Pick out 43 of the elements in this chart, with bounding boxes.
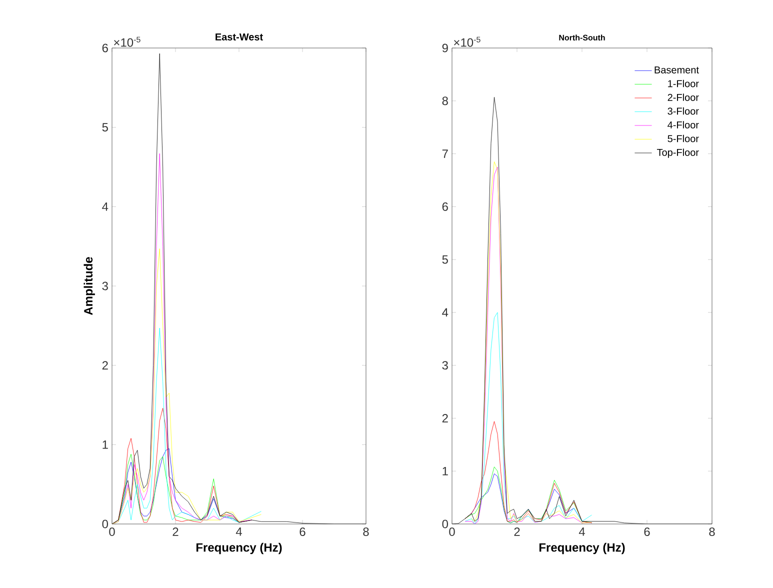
- y-tick-label: 9: [442, 44, 448, 52]
- x-axis-title: Frequency (Hz): [196, 542, 282, 554]
- text: ×10$^{-5}$: [454, 36, 480, 47]
- legend-label: 1-Floor: [668, 80, 699, 88]
- y-tick-label: 4: [442, 308, 448, 317]
- y-tick-label: 7: [442, 150, 448, 158]
- y-tick-label: 3: [442, 361, 448, 370]
- x-tick-label: 6: [300, 528, 306, 536]
- y-tick-label: 4: [102, 202, 108, 211]
- x-tick-label: 6: [644, 528, 650, 536]
- y-axis-title: Amplitude: [84, 257, 95, 316]
- x-tick-label: 8: [363, 528, 369, 536]
- chart-title: East-West: [216, 33, 263, 40]
- x-tick-label: 0: [449, 528, 455, 536]
- y-tick-label: 6: [102, 44, 108, 52]
- y-tick-label: 2: [442, 414, 448, 422]
- text: ×10$^{-5}$: [114, 36, 140, 47]
- legend-label: 3-Floor: [668, 107, 699, 115]
- x-tick-label: 8: [709, 528, 715, 536]
- line-series: [112, 248, 262, 524]
- y-tick-label: 6: [442, 202, 448, 211]
- x-tick-label: 4: [236, 528, 242, 536]
- legend-label: Top-Floor: [656, 148, 699, 158]
- y-tick-label: 1: [102, 440, 108, 449]
- x-tick-label: 2: [172, 528, 178, 536]
- y-tick-label: 2: [102, 361, 108, 370]
- x-tick-label: 2: [514, 528, 520, 536]
- y-tick-label: 5: [442, 255, 448, 264]
- x-axis-title: Frequency (Hz): [539, 542, 625, 554]
- y-tick-label: 1: [442, 466, 448, 476]
- legend-label: 5-Floor: [668, 134, 699, 142]
- chart-title: North-South: [559, 34, 605, 40]
- x-tick-label: 4: [578, 528, 585, 536]
- y-tick-label: 0: [442, 520, 448, 528]
- legend-label: 4-Floor: [668, 121, 699, 128]
- y-tick-label: 5: [102, 123, 108, 132]
- legend-label: Basement: [654, 66, 699, 74]
- line-series: [464, 312, 592, 524]
- x-tick-label: 0: [109, 528, 115, 536]
- y-tick-label: 3: [102, 282, 108, 290]
- y-tick-label: 8: [442, 96, 448, 106]
- legend-label: 2-Floor: [668, 94, 699, 101]
- y-tick-label: 0: [102, 520, 108, 528]
